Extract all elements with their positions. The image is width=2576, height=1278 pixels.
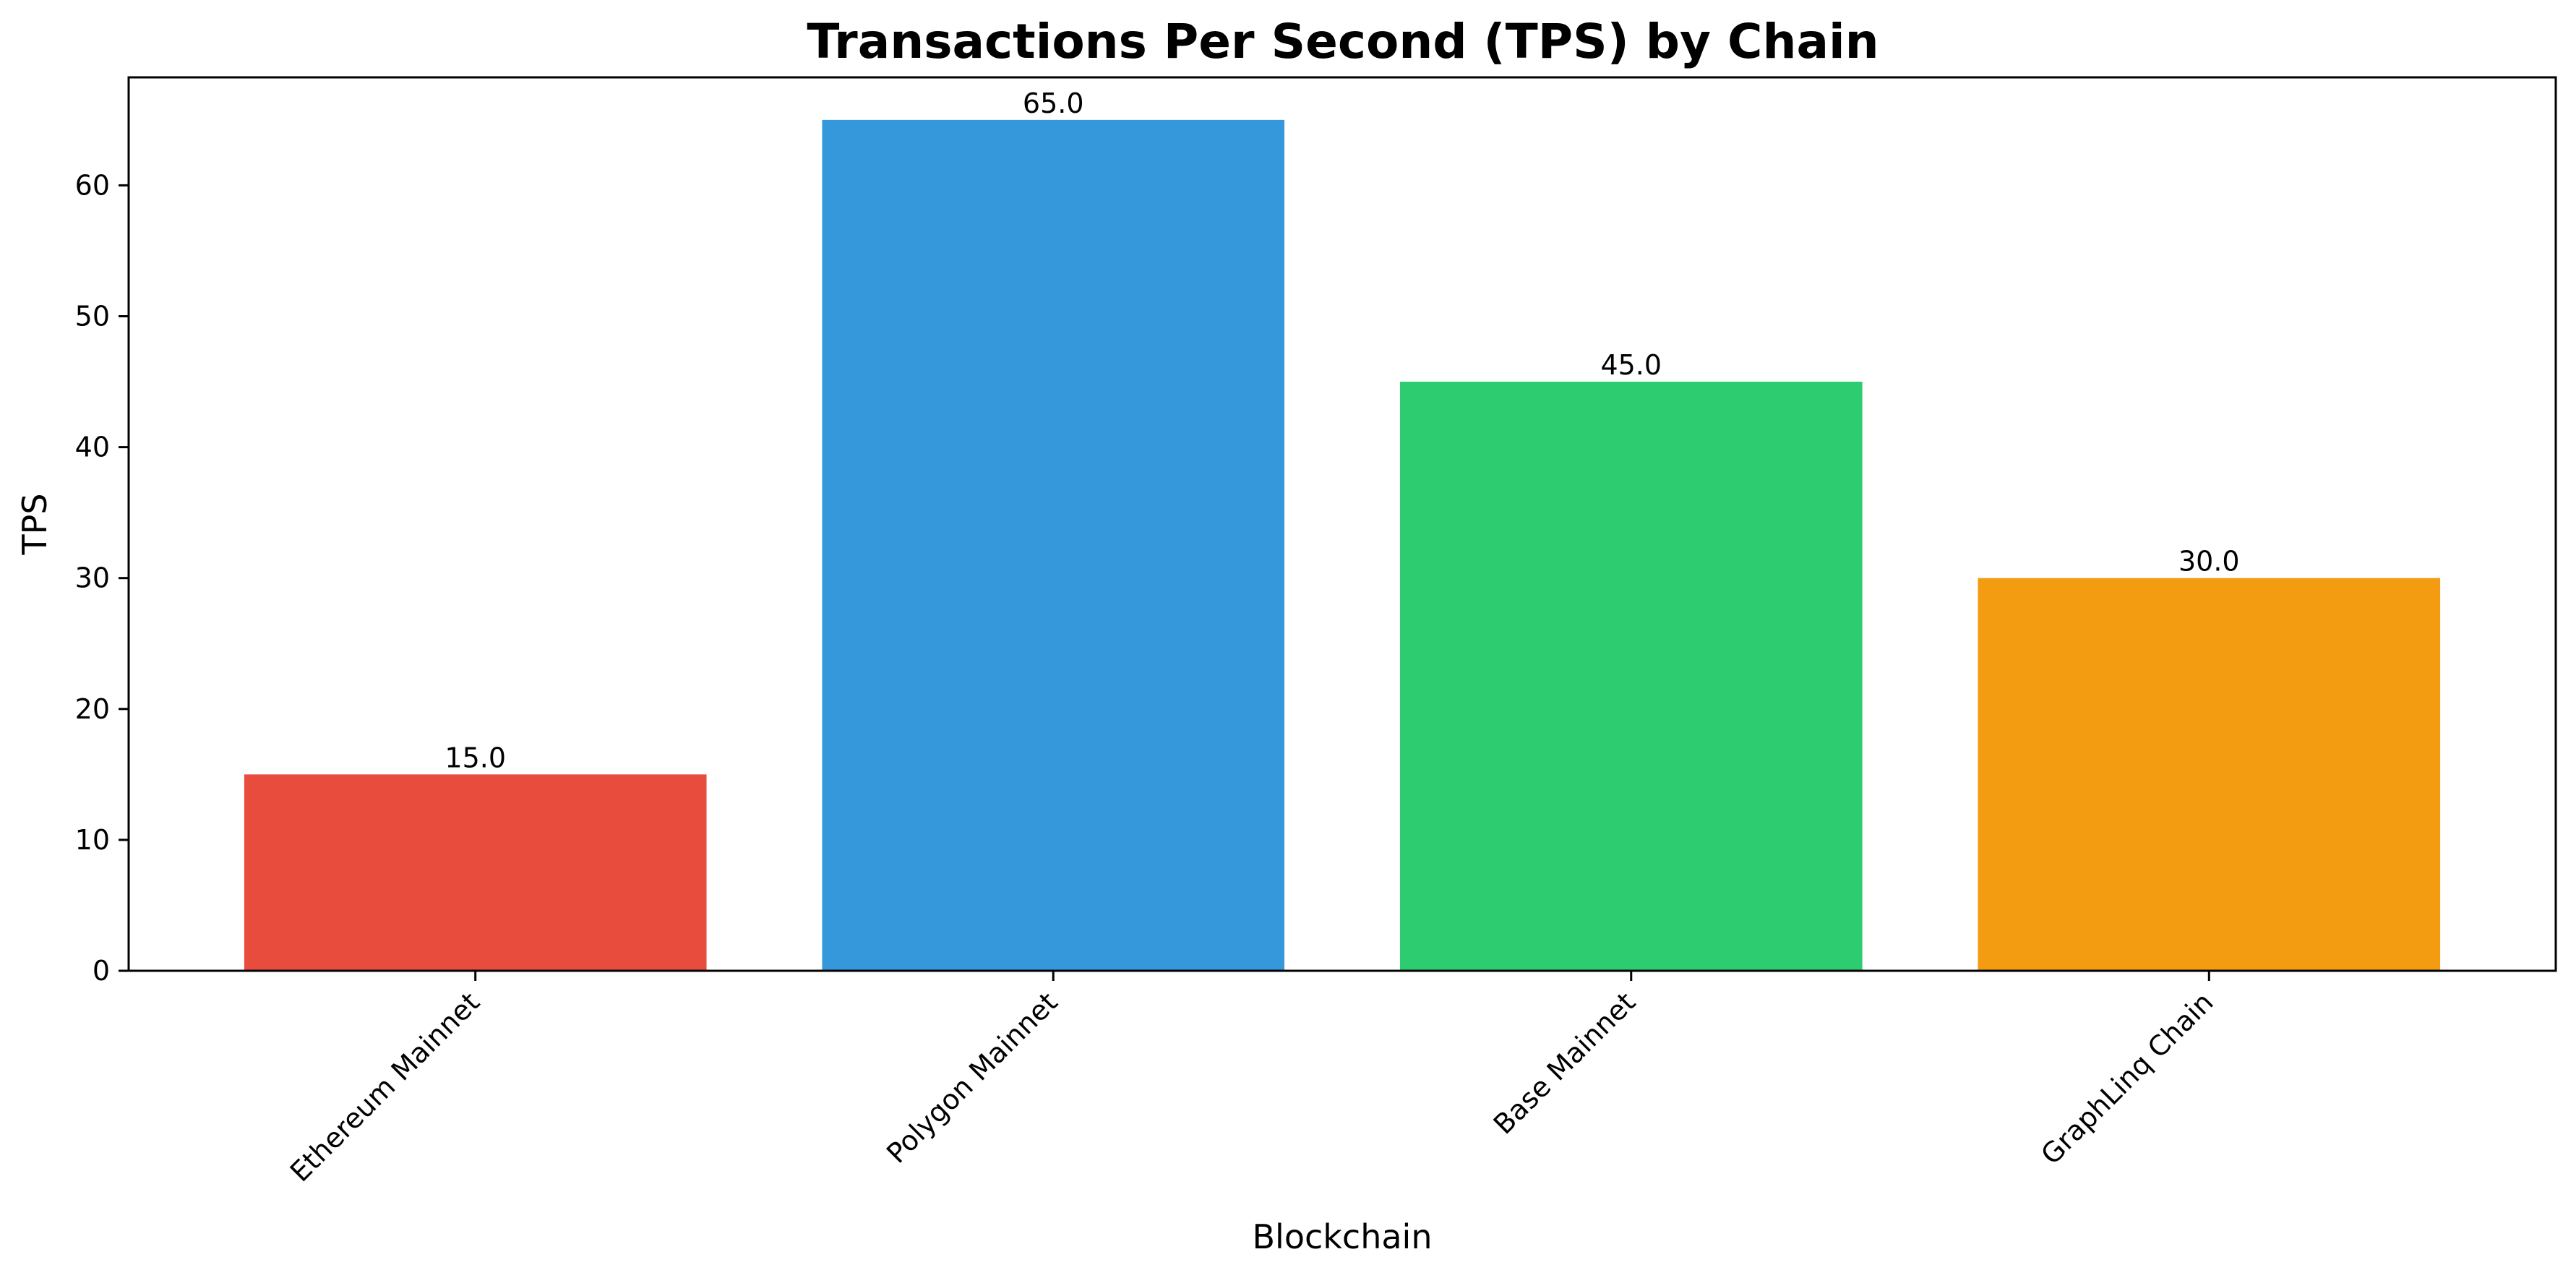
plot-area: 15.0 65.0 45.0 30.0	[244, 87, 2441, 971]
x-tick-label: Ethereum Mainnet	[284, 986, 486, 1188]
y-tick-label: 10	[75, 824, 110, 856]
y-tick-label: 0	[93, 955, 110, 987]
bar-value-label: 65.0	[1023, 87, 1084, 119]
bar-ethereum-mainnet	[244, 774, 707, 971]
bar-value-label: 30.0	[2178, 546, 2240, 578]
y-tick-label: 20	[75, 693, 110, 725]
bar-value-label: 45.0	[1600, 349, 1662, 381]
x-axis: Ethereum Mainnet Polygon Mainnet Base Main…	[284, 971, 2220, 1188]
y-axis: 0 10 20 30 40 50 60	[75, 169, 129, 987]
x-axis-label: Blockchain	[1253, 1217, 1433, 1256]
x-tick-label: Polygon Mainnet	[880, 986, 1063, 1169]
y-tick-label: 50	[75, 301, 110, 333]
y-tick-label: 30	[75, 562, 110, 594]
bar-polygon-mainnet	[822, 119, 1285, 971]
bar-value-label: 15.0	[445, 742, 506, 773]
chart-title: Transactions Per Second (TPS) by Chain	[807, 14, 1879, 69]
bar-base-mainnet	[1399, 382, 1863, 971]
bar-graphlinq-chain	[1978, 578, 2441, 971]
x-tick-label: Base Mainnet	[1487, 986, 1641, 1140]
plot-frame	[127, 76, 2557, 972]
x-tick-label: GraphLinq Chain	[2035, 986, 2219, 1170]
y-axis-label: TPS	[15, 493, 54, 555]
y-tick-label: 60	[75, 169, 110, 201]
y-tick-label: 40	[75, 432, 110, 463]
